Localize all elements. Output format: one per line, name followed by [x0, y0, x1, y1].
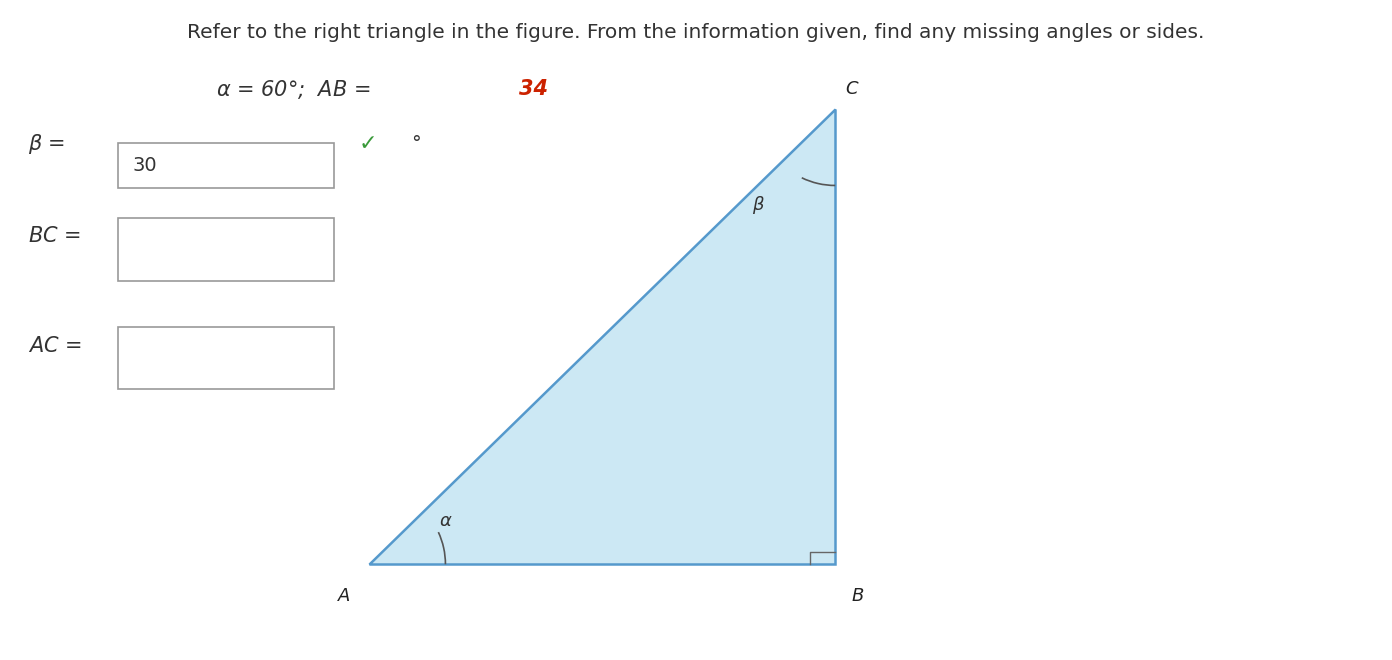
Text: ✓: ✓	[359, 134, 377, 154]
Bar	[118, 218, 334, 280]
Text: $AC$ =: $AC$ =	[28, 337, 84, 356]
Text: B: B	[852, 587, 863, 605]
Text: 30: 30	[132, 156, 157, 175]
Bar	[118, 143, 334, 188]
Text: C: C	[845, 80, 859, 98]
Text: Refer to the right triangle in the figure. From the information given, find any : Refer to the right triangle in the figur…	[188, 23, 1204, 42]
Text: $BC$ =: $BC$ =	[28, 226, 84, 246]
Text: °: °	[411, 135, 420, 153]
Text: $\beta$: $\beta$	[752, 193, 766, 216]
Bar	[118, 327, 334, 389]
Text: $\beta$ =: $\beta$ =	[28, 132, 67, 156]
Text: $\alpha$: $\alpha$	[438, 512, 452, 531]
Polygon shape	[369, 109, 835, 564]
Text: $\alpha$ = 60°;  $AB$ =: $\alpha$ = 60°; $AB$ =	[216, 78, 372, 100]
Text: 34: 34	[519, 79, 548, 99]
Text: A: A	[338, 587, 349, 605]
